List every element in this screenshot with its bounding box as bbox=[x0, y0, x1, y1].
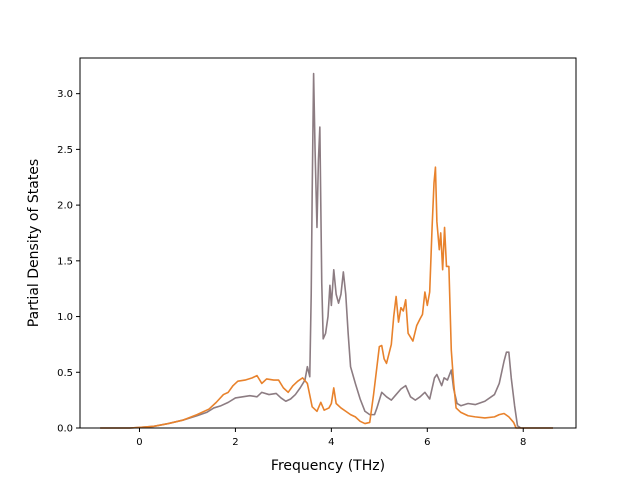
y-tick-label: 3.0 bbox=[57, 89, 73, 100]
y-tick-label: 2.0 bbox=[57, 201, 73, 212]
x-tick-label: 8 bbox=[520, 437, 526, 448]
y-tick-label: 0.5 bbox=[57, 368, 73, 379]
y-tick-label: 1.0 bbox=[57, 312, 73, 323]
y-axis-ticks: 0.0 0.5 1.0 1.5 2.0 2.5 3.0 bbox=[57, 89, 80, 435]
x-axis-ticks: 0 2 4 6 8 bbox=[136, 428, 526, 448]
y-tick-label: 1.5 bbox=[57, 256, 73, 267]
series-layer bbox=[100, 72, 553, 429]
x-tick-label: 2 bbox=[232, 437, 238, 448]
x-tick-label: 6 bbox=[424, 437, 430, 448]
y-tick-label: 0.0 bbox=[57, 424, 73, 435]
plot-frame bbox=[79, 57, 577, 429]
series-line-2 bbox=[100, 166, 553, 429]
x-tick-label: 4 bbox=[328, 437, 334, 448]
y-axis-label: Partial Density of States bbox=[26, 159, 42, 327]
x-axis-label: Frequency (THz) bbox=[271, 458, 385, 474]
x-tick-label: 0 bbox=[136, 437, 142, 448]
y-tick-label: 2.5 bbox=[57, 145, 73, 156]
